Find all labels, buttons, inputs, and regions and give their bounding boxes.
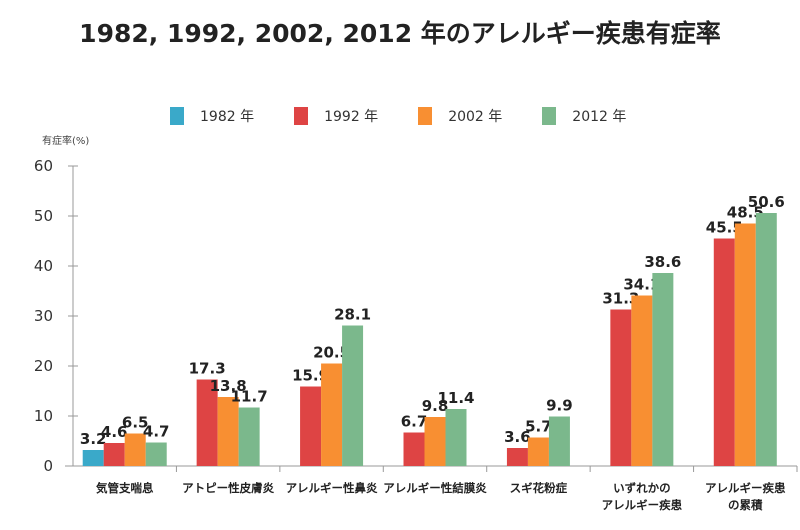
- data-label: 4.6: [101, 423, 128, 441]
- y-tick-label: 10: [34, 407, 53, 425]
- legend-label: 2012 年: [572, 109, 627, 125]
- legend-item-2012: 2012 年: [542, 106, 626, 126]
- data-label: 28.1: [334, 306, 371, 324]
- legend-swatch: [542, 107, 557, 125]
- bar: [403, 432, 425, 466]
- bar: [631, 295, 653, 466]
- bar: [82, 450, 104, 466]
- data-label: 34.1: [623, 276, 660, 294]
- data-label: 3.2: [80, 430, 107, 448]
- y-axis-label: 有症率(%): [42, 136, 90, 147]
- chart-title: 1982, 1992, 2002, 2012 年のアレルギー疾患有症率: [79, 19, 721, 48]
- legend-item-1982: 1982 年: [170, 106, 254, 126]
- x-tick-label: アレルギー性結膜炎: [383, 481, 487, 495]
- bar: [196, 379, 218, 466]
- legend-label: 1992 年: [324, 109, 379, 125]
- y-tick-label: 60: [34, 157, 53, 175]
- data-label: 13.8: [210, 377, 247, 395]
- legend: 1982 年 1992 年 2002 年 2012 年: [170, 106, 626, 126]
- bar: [217, 397, 239, 466]
- bar: [610, 309, 632, 466]
- data-label: 38.6: [644, 253, 681, 271]
- x-tick-label: 気管支喘息: [96, 481, 154, 495]
- legend-swatch: [170, 107, 184, 125]
- bar: [652, 273, 674, 466]
- data-label: 6.7: [401, 413, 428, 431]
- y-tick-label: 0: [43, 457, 53, 475]
- bar: [713, 238, 735, 466]
- legend-label: 1982 年: [200, 109, 255, 125]
- bar: [755, 213, 777, 466]
- data-label: 3.6: [504, 428, 531, 446]
- bar: [124, 433, 146, 466]
- bar: [527, 437, 549, 466]
- data-label: 9.8: [422, 397, 449, 415]
- bar: [734, 223, 756, 466]
- x-tick-label: アレルギー疾患: [705, 481, 786, 495]
- data-label: 31.3: [602, 290, 639, 308]
- data-label: 11.7: [231, 388, 268, 406]
- x-tick-label: いずれかの: [613, 481, 671, 495]
- bar: [342, 325, 364, 466]
- y-tick-label: 50: [34, 207, 53, 225]
- data-label: 20.5: [313, 344, 350, 362]
- x-tick-label: アレルギー疾患: [602, 498, 683, 512]
- legend-item-2002: 2002 年: [418, 106, 502, 126]
- legend-label: 2002 年: [448, 109, 503, 125]
- data-label: 4.7: [143, 423, 170, 441]
- bar: [103, 443, 125, 466]
- data-label: 48.5: [727, 204, 764, 222]
- data-label: 6.5: [122, 414, 149, 432]
- legend-swatch: [294, 107, 309, 125]
- x-tick-label: アトピー性皮膚炎: [182, 481, 274, 495]
- x-tick-label: アレルギー性鼻炎: [286, 481, 378, 495]
- bar: [548, 416, 570, 466]
- data-label: 50.6: [748, 193, 785, 211]
- data-label: 17.3: [189, 360, 226, 378]
- bar: [145, 442, 167, 466]
- legend-item-1992: 1992 年: [294, 106, 378, 126]
- bar: [238, 407, 260, 466]
- bar: [300, 386, 322, 466]
- data-label: 9.9: [546, 397, 573, 415]
- bar: [424, 417, 446, 466]
- data-label: 11.4: [437, 389, 474, 407]
- y-tick-label: 20: [34, 357, 53, 375]
- bar: [321, 363, 343, 466]
- x-tick-label: スギ花粉症: [510, 481, 568, 495]
- x-tick-label: の累積: [728, 498, 763, 512]
- data-label: 15.9: [292, 367, 329, 385]
- bar: [506, 448, 528, 466]
- data-label: 45.5: [706, 219, 743, 237]
- bar: [445, 409, 467, 466]
- y-tick-label: 30: [34, 307, 53, 325]
- data-label: 5.7: [525, 418, 552, 436]
- y-tick-label: 40: [34, 257, 53, 275]
- legend-swatch: [418, 107, 433, 125]
